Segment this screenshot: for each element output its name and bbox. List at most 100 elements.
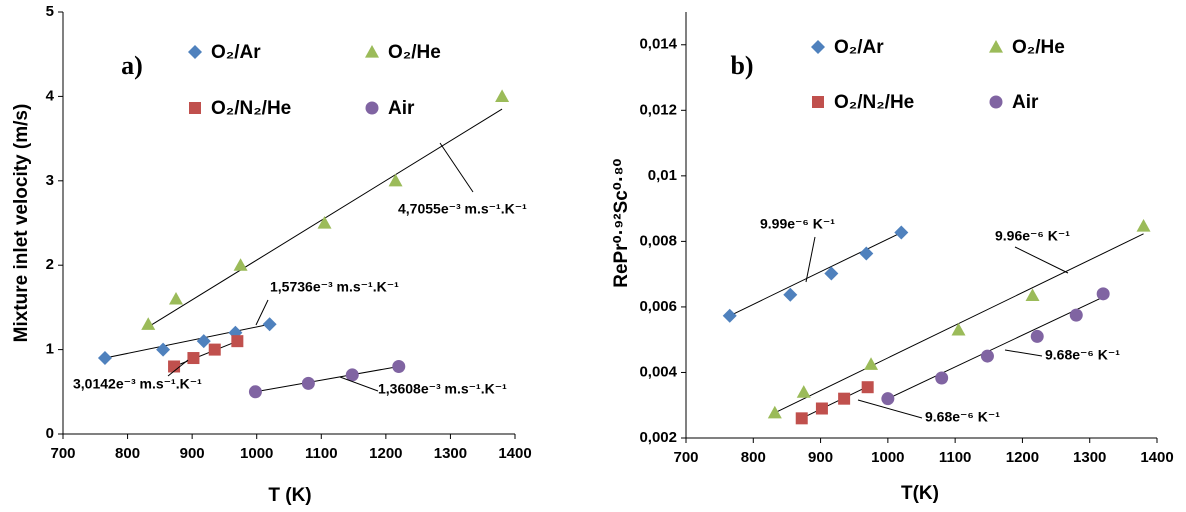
y-tick-label: 0,006 [639, 298, 677, 315]
y-tick-label: 0,012 [639, 101, 677, 118]
legend-label: Air [1012, 92, 1039, 113]
annotation: 1,3608e⁻³ m.s⁻¹.K⁻¹ [378, 381, 507, 397]
x-tick-label: 900 [180, 445, 205, 462]
x-tick-label: 800 [741, 449, 766, 466]
fit-line [801, 386, 868, 419]
x-axis-title: T (K) [268, 485, 311, 506]
legend-marker [189, 102, 201, 114]
marker-square [208, 343, 221, 356]
x-tick-label: 1300 [1073, 449, 1106, 466]
y-tick-label: 0,004 [639, 363, 677, 380]
annotation: 4,7055e⁻³ m.s⁻¹.K⁻¹ [398, 201, 527, 217]
marker-circle [1069, 308, 1083, 322]
annotation: 9.68e⁻⁶ K⁻¹ [925, 409, 1000, 425]
marker-circle [881, 392, 895, 406]
y-tick-label: 5 [46, 3, 54, 20]
marker-circle [248, 385, 262, 399]
marker-triangle [233, 258, 248, 271]
marker-triangle [864, 357, 879, 370]
marker-circle [1030, 329, 1044, 343]
marker-square [168, 360, 181, 373]
annotation: 9.68e⁻⁶ K⁻¹ [1045, 347, 1120, 363]
marker-diamond [783, 287, 798, 302]
legend-marker [811, 40, 825, 54]
x-axis-title: T(K) [901, 483, 939, 504]
x-tick-label: 700 [673, 449, 698, 466]
marker-triangle [796, 385, 811, 398]
legend-label: O₂/He [388, 42, 441, 63]
marker-triangle [1136, 218, 1151, 232]
marker-square [187, 352, 200, 365]
annotation: 1,5736e⁻³ m.s⁻¹.K⁻¹ [270, 279, 399, 295]
x-tick-label: 900 [808, 449, 833, 466]
marker-triangle [1025, 288, 1040, 302]
marker-triangle [317, 216, 332, 229]
x-tick-label: 1300 [434, 445, 467, 462]
marker-diamond [894, 225, 909, 240]
legend-label: O₂/Ar [834, 37, 884, 58]
legend-label: O₂/N₂/He [834, 92, 914, 113]
annotation-leader [805, 236, 816, 283]
marker-square [861, 381, 874, 394]
marker-diamond [859, 246, 874, 261]
x-tick-label: 1400 [498, 445, 531, 462]
legend-marker [188, 45, 202, 59]
fit-line [774, 233, 1144, 414]
legend-label: O₂/N₂/He [211, 98, 291, 119]
annotation: 9.99e⁻⁶ K⁻¹ [760, 216, 835, 232]
y-tick-label: 0,008 [639, 232, 677, 249]
marker-triangle [141, 317, 156, 330]
marker-square [838, 392, 851, 405]
y-tick-label: 0 [46, 425, 54, 442]
marker-triangle [767, 405, 782, 419]
legend-marker [812, 96, 824, 108]
annotation-leader [167, 359, 189, 377]
annotation-leader [857, 399, 923, 419]
marker-triangle [951, 322, 966, 336]
legend-marker [365, 45, 379, 58]
marker-circle [301, 376, 315, 390]
y-tick-label: 2 [46, 256, 54, 273]
legend-marker [989, 40, 1003, 53]
annotation-leader [1014, 246, 1069, 274]
marker-diamond [722, 308, 737, 323]
x-tick-label: 1000 [871, 449, 904, 466]
fit-line [887, 296, 1104, 400]
marker-square [795, 412, 808, 425]
y-tick-label: 0,01 [648, 167, 677, 184]
marker-circle [980, 349, 994, 363]
legend-marker [989, 95, 1003, 109]
y-axis-title: Mixture inlet velocity (m/s) [11, 104, 32, 343]
marker-diamond [97, 351, 112, 366]
annotation-leader [1004, 349, 1043, 357]
y-tick-label: 4 [46, 87, 55, 104]
marker-circle [345, 368, 359, 382]
x-tick-label: 1100 [939, 449, 972, 466]
marker-square [815, 402, 828, 415]
fit-line [729, 232, 902, 317]
x-tick-label: 1400 [1140, 449, 1173, 466]
marker-triangle [388, 173, 403, 187]
marker-triangle [169, 291, 183, 305]
marker-diamond [196, 334, 211, 349]
x-tick-label: 1000 [240, 445, 273, 462]
legend-label: Air [388, 98, 415, 119]
panel-label: b) [730, 51, 753, 80]
y-axis-title: RePr⁰·⁹²Sc⁰·⁸⁰ [611, 158, 632, 288]
panel-label: a) [121, 51, 143, 80]
x-tick-label: 1200 [369, 445, 402, 462]
annotation: 9.96e⁻⁶ K⁻¹ [995, 228, 1070, 244]
x-tick-label: 1200 [1006, 449, 1039, 466]
x-tick-label: 700 [50, 445, 75, 462]
marker-square [231, 335, 244, 348]
annotation: 3,0142e⁻³ m.s⁻¹.K⁻¹ [73, 376, 202, 392]
marker-diamond [824, 266, 839, 281]
marker-diamond [156, 342, 171, 357]
x-tick-label: 800 [115, 445, 140, 462]
annotation-leader [339, 376, 379, 392]
fit-line [104, 323, 270, 359]
x-tick-label: 1100 [305, 445, 338, 462]
y-tick-label: 0,002 [639, 429, 677, 446]
marker-circle [935, 371, 949, 385]
